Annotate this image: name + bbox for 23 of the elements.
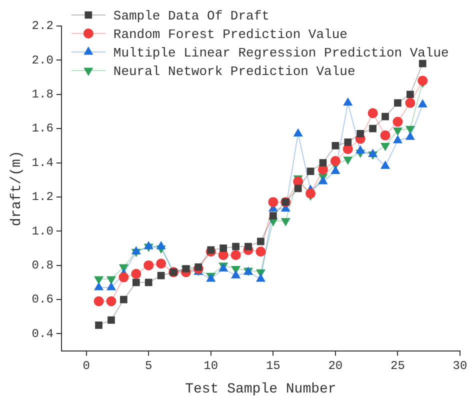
x-tick-label: 5 bbox=[144, 359, 152, 374]
y-tick-label: 0.8 bbox=[32, 258, 54, 272]
y-tick-label: 1.0 bbox=[32, 224, 54, 238]
x-tick-label: 15 bbox=[266, 359, 280, 374]
y-tick-label: 0.6 bbox=[32, 292, 54, 307]
x-tick-label: 30 bbox=[452, 359, 468, 374]
y-tick-label: 1.6 bbox=[32, 122, 54, 136]
y-tick-label: 2.2 bbox=[32, 19, 54, 34]
y-tick-label: 1.4 bbox=[32, 156, 54, 170]
y-tick-label: 1.2 bbox=[32, 190, 54, 204]
y-axis-title: draft/(m) bbox=[9, 150, 26, 226]
y-tick-label: 0.4 bbox=[32, 326, 54, 341]
y-tick-label: 2.0 bbox=[32, 53, 54, 68]
legend-label: Sample Data Of Draft bbox=[113, 8, 270, 24]
x-axis-title: Test Sample Number bbox=[185, 381, 336, 398]
legend-label: Neural Network Prediction Value bbox=[113, 64, 356, 79]
legend-label: Multiple Linear Regression Prediction Value bbox=[113, 45, 449, 60]
legend-label: Random Forest Prediction Value bbox=[113, 26, 348, 42]
x-tick-label: 20 bbox=[328, 359, 343, 374]
x-tick-label: 0 bbox=[82, 359, 90, 374]
x-tick-label: 10 bbox=[204, 359, 218, 374]
x-tick-label: 25 bbox=[390, 359, 405, 374]
y-tick-label: 1.8 bbox=[32, 88, 54, 102]
